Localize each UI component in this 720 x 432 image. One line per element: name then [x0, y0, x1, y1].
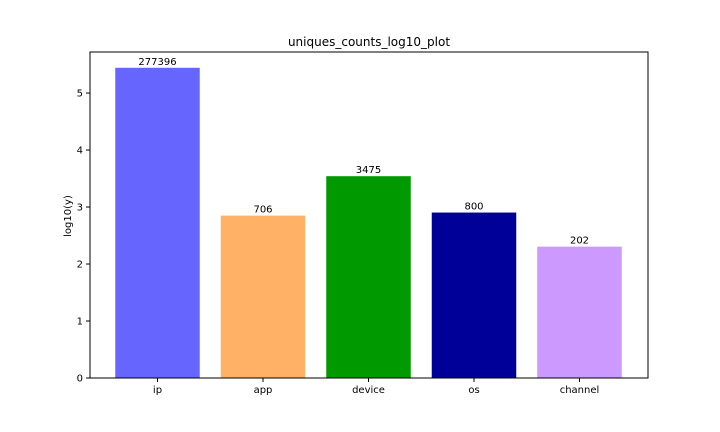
y-tick-label: 5 — [77, 89, 83, 100]
plot-frame — [89, 51, 649, 379]
data-label-device: 3475 — [356, 165, 381, 176]
y-axis-title: log10(y) — [63, 195, 74, 237]
chart-title: uniques_counts_log10_plot — [288, 35, 450, 49]
y-tick-label: 2 — [77, 260, 83, 271]
data-label-app: 706 — [253, 205, 272, 216]
bar-channel — [537, 246, 622, 378]
bar-app — [220, 215, 306, 378]
y-tick-label: 1 — [77, 317, 83, 328]
y-tick-label: 0 — [77, 374, 83, 385]
x-tick-label: device — [352, 385, 385, 396]
y-axis: 0 1 2 3 4 5 — [77, 89, 90, 385]
bar-device — [326, 176, 411, 378]
y-tick-label: 3 — [77, 203, 83, 214]
bars-group: 277396 706 3475 800 202 — [115, 57, 622, 379]
data-label-os: 800 — [464, 202, 483, 213]
x-tick-label: os — [468, 385, 479, 396]
y-tick-label: 4 — [77, 146, 83, 157]
x-axis: ip app device os channel — [153, 378, 599, 396]
x-tick-label: ip — [153, 385, 162, 396]
data-label-ip: 277396 — [138, 57, 176, 68]
data-label-channel: 202 — [570, 236, 589, 247]
x-tick-label: app — [254, 385, 273, 396]
bar-ip — [115, 67, 200, 379]
bar-os — [431, 212, 517, 378]
x-tick-label: channel — [560, 385, 600, 396]
